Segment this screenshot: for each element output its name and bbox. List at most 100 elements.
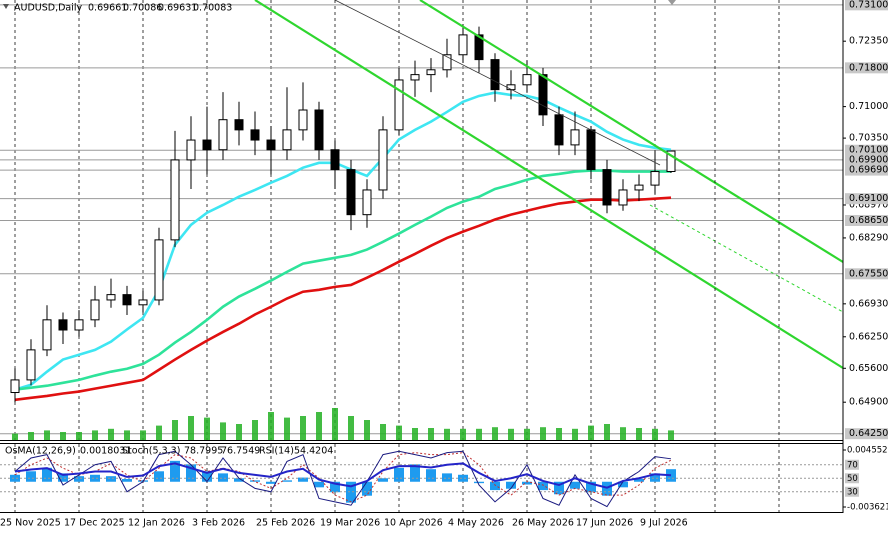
- volume-bar: [588, 425, 594, 440]
- x-tick-label: 25 Nov 2025: [0, 518, 61, 529]
- candle-body: [346, 169, 356, 216]
- candle-body: [650, 171, 660, 186]
- x-tick-label: 17 Jun 2026: [576, 518, 633, 529]
- y-tick-label: 0.66930: [849, 298, 888, 309]
- candle-body: [394, 79, 404, 131]
- oscillator-tick-label: 50: [847, 474, 858, 484]
- volume-bar: [364, 420, 370, 440]
- volume-bar: [44, 430, 50, 440]
- candle-body: [586, 129, 596, 171]
- volume-bar: [604, 424, 610, 440]
- candle-body: [618, 189, 628, 206]
- x-tick-label: 17 Dec 2025: [64, 518, 125, 529]
- osma-label: OsMA(12,26,9): [5, 446, 76, 457]
- oscillator-label-box: [845, 459, 859, 470]
- candle-body: [458, 34, 468, 56]
- osma-bar: [266, 481, 276, 484]
- oscillator-tick-label: 70: [847, 460, 858, 470]
- level-label-box: [845, 214, 888, 226]
- candle-body: [442, 54, 452, 71]
- candle-body: [314, 109, 324, 151]
- osma-bar: [346, 481, 356, 503]
- volume-bar: [556, 428, 562, 440]
- plot-area: [0, 0, 843, 512]
- osma-bar: [106, 476, 116, 482]
- candle-body: [474, 34, 484, 61]
- shift-marker: [668, 0, 676, 5]
- volume-bar: [476, 428, 482, 440]
- oscillator-line: [14, 450, 672, 508]
- osma-bar: [666, 469, 676, 482]
- candle-body: [202, 139, 212, 151]
- candle-body: [330, 149, 340, 171]
- oscillator-label-box: [845, 473, 859, 484]
- level-label: 0.69900: [849, 154, 888, 165]
- volume-bar: [348, 416, 354, 440]
- osma-bar: [234, 478, 244, 482]
- level-label: 0.68650: [849, 215, 888, 226]
- channel-line: [419, 0, 844, 263]
- y-tick-label: 0.68290: [849, 232, 888, 243]
- osma-bar: [410, 464, 420, 482]
- y-tick-label: 0.71000: [849, 101, 888, 112]
- level-label-box: [845, 268, 888, 280]
- osma-bar: [314, 481, 324, 488]
- y-tick-label: 0.70350: [849, 133, 888, 144]
- volume-bar: [380, 424, 386, 440]
- trend-line: [334, 0, 661, 166]
- high-value: 0.70086: [123, 3, 162, 14]
- candle-body: [490, 59, 500, 91]
- osma-bar: [618, 481, 628, 488]
- volume-bar: [540, 427, 546, 440]
- volume-bar: [108, 428, 114, 440]
- volume-bar: [316, 412, 322, 440]
- x-tick-label: 3 Feb 2026: [192, 518, 245, 529]
- x-tick-label: 4 May 2026: [448, 518, 504, 529]
- candle-body: [90, 299, 100, 321]
- level-label: 0.69690: [849, 165, 888, 176]
- osma-bar: [506, 481, 516, 489]
- candle-body: [426, 69, 436, 76]
- open-value: 0.69661: [88, 3, 127, 14]
- osma-tick-label: -0.003621: [847, 502, 888, 512]
- osma-bar: [538, 481, 548, 491]
- level-label-box: [845, 62, 888, 74]
- x-tick-label: 10 Apr 2026: [384, 518, 443, 529]
- level-label-box: [845, 0, 888, 11]
- volume-bar: [252, 420, 258, 440]
- close-value: 0.70083: [193, 3, 232, 14]
- osma-bar: [74, 476, 84, 482]
- candle-body: [74, 319, 84, 331]
- osma-bar: [10, 474, 20, 482]
- candle-body: [538, 74, 548, 116]
- channel-line: [254, 0, 844, 369]
- volume-bar: [172, 420, 178, 440]
- level-label-box: [845, 428, 888, 440]
- y-tick-label: 0.72350: [849, 36, 888, 47]
- volume-bar: [332, 408, 338, 440]
- candle-body: [122, 294, 132, 306]
- volume-bar: [12, 433, 18, 440]
- candle-body: [298, 109, 308, 131]
- osma-bar: [474, 481, 484, 484]
- volume-bar: [396, 425, 402, 440]
- candle-body: [26, 349, 36, 381]
- osma-bar: [282, 480, 292, 482]
- volume-bar: [220, 422, 226, 440]
- candle-body: [266, 139, 276, 151]
- osma-value: 0.0018031: [80, 446, 131, 457]
- volume-bar: [524, 428, 530, 440]
- level-label: 0.71800: [849, 62, 888, 73]
- candle-body: [138, 299, 148, 306]
- x-tick-label: 25 Feb 2026: [256, 518, 315, 529]
- candle-body: [362, 189, 372, 216]
- level-label: 0.70100: [849, 145, 888, 156]
- candle-body: [522, 74, 532, 86]
- candle-body: [666, 150, 676, 172]
- osma-tick-label: 0.004552: [847, 446, 888, 456]
- x-tick-label: 9 Jul 2026: [640, 518, 688, 529]
- osma-bar: [90, 474, 100, 482]
- volume-bar: [188, 416, 194, 440]
- candle-body: [154, 239, 164, 301]
